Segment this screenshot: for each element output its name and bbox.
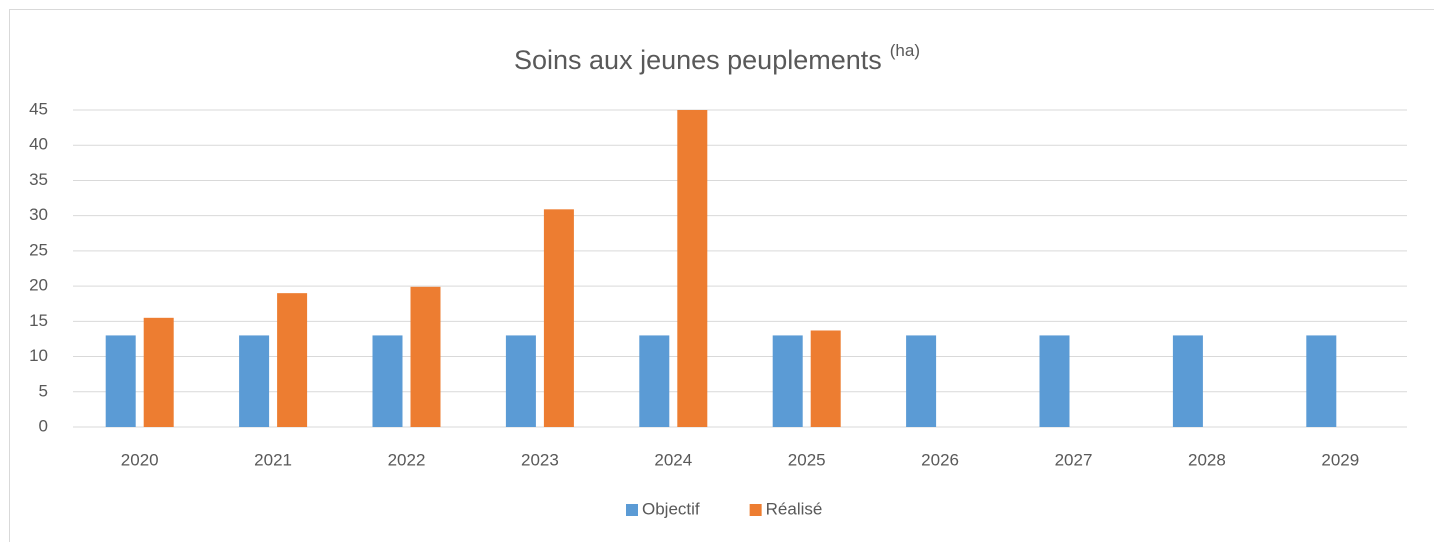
y-tick-label: 40 (29, 135, 48, 154)
y-tick-label: 25 (29, 240, 48, 259)
legend-label: Réalisé (766, 499, 823, 518)
bar (639, 335, 670, 427)
y-tick-label: 15 (29, 311, 48, 330)
chart-title: Soins aux jeunes peuplements (514, 45, 882, 75)
chart-title-group: Soins aux jeunes peuplements (ha) (514, 41, 920, 75)
x-tick-label: 2022 (388, 450, 426, 469)
legend-label: Objectif (642, 499, 700, 518)
bar (1039, 335, 1070, 427)
legend-swatch (749, 504, 762, 516)
bar (239, 335, 270, 427)
bar (105, 335, 136, 427)
y-tick-label: 0 (39, 416, 48, 435)
bar (677, 110, 708, 427)
x-tick-label: 2027 (1055, 450, 1093, 469)
bar (277, 293, 308, 427)
y-tick-label: 30 (29, 205, 48, 224)
bar (1306, 335, 1337, 427)
x-tick-label: 2025 (788, 450, 826, 469)
legend-swatch (626, 504, 638, 516)
x-tick-label: 2028 (1188, 450, 1226, 469)
bar (410, 286, 441, 427)
x-tick-label: 2023 (521, 450, 559, 469)
chart-title-unit: (ha) (890, 41, 920, 60)
x-tick-label: 2029 (1321, 450, 1359, 469)
x-tick-label: 2026 (921, 450, 959, 469)
y-tick-label: 45 (29, 99, 48, 118)
x-tick-label: 2021 (254, 450, 292, 469)
x-tick-label: 2020 (121, 450, 159, 469)
x-tick-label: 2024 (654, 450, 692, 469)
y-tick-label: 20 (29, 276, 48, 295)
chart-frame (9, 9, 1434, 542)
bar (810, 330, 841, 427)
bar (772, 335, 803, 427)
y-tick-label: 5 (39, 381, 48, 400)
y-tick-label: 10 (29, 346, 48, 365)
bar (1172, 335, 1203, 427)
bar (372, 335, 403, 427)
bar (543, 209, 574, 427)
bar (143, 317, 174, 427)
y-tick-label: 35 (29, 170, 48, 189)
bar (505, 335, 536, 427)
bar (906, 335, 937, 427)
